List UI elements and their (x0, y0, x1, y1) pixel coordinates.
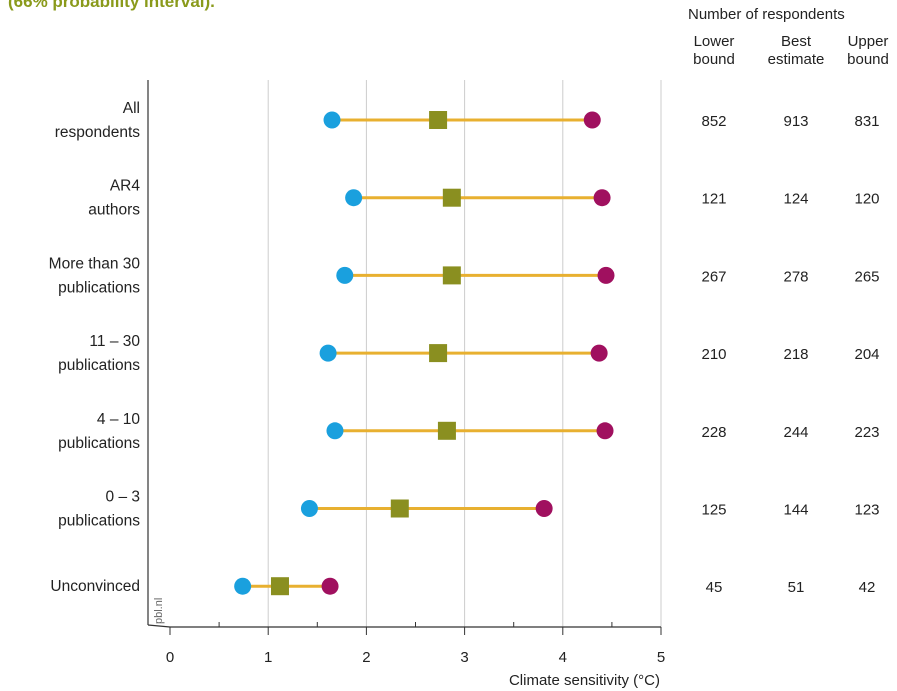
column-header-best: Best estimate (767, 33, 825, 68)
upper-bound-point (321, 577, 339, 595)
category-label: 4 – 10 (97, 411, 140, 428)
best-estimate-point (442, 188, 461, 207)
x-tick-label: 4 (559, 649, 567, 666)
best-estimate-point (437, 421, 456, 440)
category-label: publications (58, 513, 140, 530)
respondents-upper-value: 265 (854, 268, 879, 285)
category-label: publications (58, 435, 140, 452)
x-axis-label: Climate sensitivity (°C) (509, 672, 660, 689)
respondents-upper-value: 223 (854, 424, 879, 441)
best-estimate-point (429, 344, 448, 363)
column-header-lower: Lower bound (693, 33, 735, 68)
respondents-lower-value: 267 (701, 268, 726, 285)
respondents-upper-value: 123 (854, 502, 879, 519)
upper-bound-point (593, 189, 611, 207)
lower-bound-point (319, 344, 337, 362)
respondents-best-value: 278 (783, 268, 808, 285)
respondents-best-value: 124 (783, 191, 808, 208)
upper-bound-point (590, 344, 608, 362)
upper-bound-point (583, 111, 601, 129)
category-label: publications (58, 357, 140, 374)
lower-bound-point (234, 577, 252, 595)
upper-bound-point (535, 500, 553, 517)
respondents-table-title: Number of respondents (688, 6, 845, 23)
watermark-text: pbl.nl (153, 598, 165, 624)
upper-bound-point (597, 266, 615, 284)
respondents-upper-value: 42 (859, 579, 876, 596)
lower-bound-point (323, 111, 341, 129)
respondents-lower-value: 125 (701, 502, 726, 519)
respondents-best-value: 218 (783, 346, 808, 363)
category-label: 0 – 3 (106, 489, 140, 506)
respondents-best-value: 913 (783, 113, 808, 130)
respondents-best-value: 51 (788, 579, 805, 596)
lower-bound-point (300, 500, 318, 517)
respondents-lower-value: 45 (706, 579, 723, 596)
category-label: respondents (55, 124, 141, 141)
respondents-best-value: 244 (783, 424, 808, 441)
category-label: AR4 (110, 178, 141, 195)
best-estimate-point (270, 577, 289, 596)
best-estimate-point (429, 111, 448, 129)
category-label: More than 30 (49, 255, 141, 272)
respondents-best-value: 144 (783, 502, 808, 519)
x-tick-label: 0 (166, 649, 174, 666)
respondents-upper-value: 831 (854, 113, 879, 130)
respondents-lower-value: 852 (701, 113, 726, 130)
x-tick-label: 2 (362, 649, 370, 666)
lower-bound-point (326, 422, 344, 440)
category-label: authors (88, 202, 140, 219)
lower-bound-point (336, 266, 354, 284)
category-label: publications (58, 279, 140, 296)
respondents-upper-value: 120 (854, 191, 879, 208)
chart-title: (66% probability interval). (8, 0, 215, 11)
category-label: All (123, 100, 140, 117)
respondents-lower-value: 210 (701, 346, 726, 363)
category-label: 11 – 30 (89, 333, 140, 350)
respondents-lower-value: 121 (701, 191, 726, 208)
respondents-lower-value: 228 (701, 424, 726, 441)
lower-bound-point (345, 189, 363, 207)
category-label: Unconvinced (50, 578, 140, 595)
upper-bound-point (596, 422, 614, 440)
x-tick-label: 3 (460, 649, 468, 666)
x-tick-label: 5 (657, 649, 665, 666)
best-estimate-point (442, 266, 461, 285)
respondents-upper-value: 204 (854, 346, 879, 363)
x-tick-label: 1 (264, 649, 272, 666)
best-estimate-point (390, 499, 409, 518)
x-axis-connector (147, 624, 171, 628)
column-header-upper: Upper bound (847, 33, 889, 68)
